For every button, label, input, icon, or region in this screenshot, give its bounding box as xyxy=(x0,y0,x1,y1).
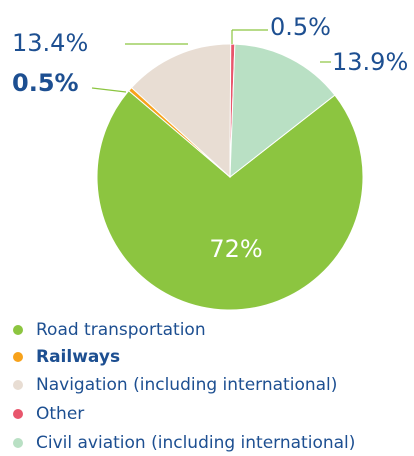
pie-slice xyxy=(96,90,364,311)
legend-label: Civil aviation (including international) xyxy=(36,433,355,453)
legend-marker xyxy=(13,380,23,390)
legend-marker xyxy=(13,325,23,335)
legend-marker xyxy=(13,438,23,448)
value-label: 13.4% xyxy=(12,29,88,57)
legend-label: Road transportation xyxy=(36,320,206,340)
value-label: 13.9% xyxy=(332,48,408,76)
value-label: 72% xyxy=(209,235,262,263)
leader-line xyxy=(91,87,127,93)
value-label: 0.5% xyxy=(12,69,79,97)
legend-label: Other xyxy=(36,404,84,424)
value-label: 0.5% xyxy=(270,13,331,41)
legend-marker xyxy=(13,409,23,419)
legend-label: Navigation (including international) xyxy=(36,375,337,395)
legend-marker xyxy=(13,352,23,362)
pie-slice xyxy=(130,43,232,179)
legend-label: Railways xyxy=(36,347,120,367)
pie-slice xyxy=(229,43,336,179)
